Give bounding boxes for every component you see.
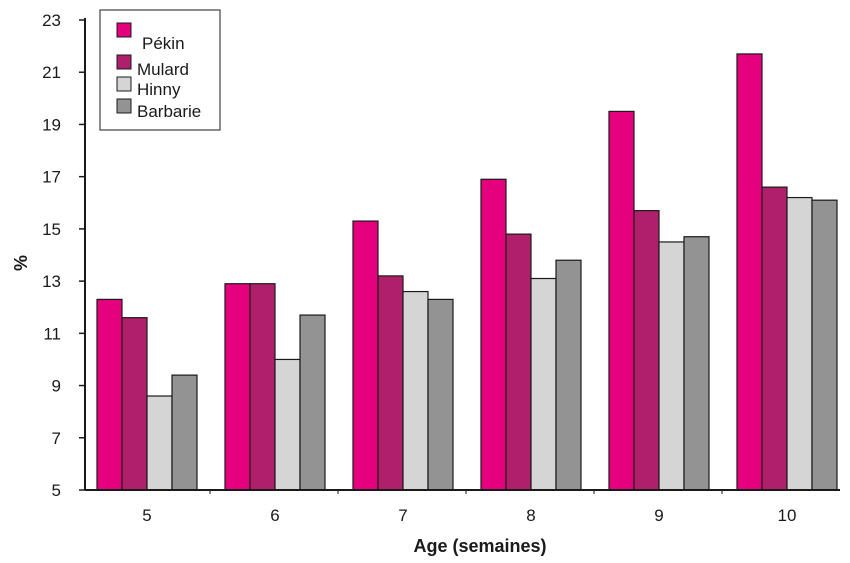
y-tick-label: 19 bbox=[42, 115, 61, 134]
bar-hinny-5 bbox=[146, 395, 173, 491]
bar-pékin-7 bbox=[352, 220, 379, 491]
legend-swatch-pékin bbox=[116, 22, 132, 38]
bar-mulard-6 bbox=[249, 283, 276, 491]
legend-swatch-hinny bbox=[116, 76, 132, 92]
bar-barbarie-6 bbox=[299, 314, 326, 491]
y-tick-label: 9 bbox=[52, 377, 61, 396]
x-tick-label: 5 bbox=[142, 506, 151, 525]
bar-mulard-10 bbox=[761, 186, 788, 491]
legend-swatch-mulard bbox=[116, 54, 132, 70]
axes bbox=[84, 18, 840, 491]
bar-hinny-7 bbox=[402, 290, 429, 491]
legend-label-hinny: Hinny bbox=[137, 80, 181, 99]
legend-label-mulard: Mulard bbox=[137, 60, 189, 79]
y-tick-label: 23 bbox=[42, 11, 61, 30]
x-tick-label: 10 bbox=[778, 506, 797, 525]
bar-pékin-6 bbox=[224, 283, 251, 491]
y-axis-title: % bbox=[11, 255, 31, 271]
bar-hinny-10 bbox=[786, 196, 813, 491]
bar-hinny-9 bbox=[658, 241, 685, 491]
x-ticks: 5 6 7 8 9 10 bbox=[142, 490, 796, 525]
bar-barbarie-10 bbox=[811, 199, 838, 491]
y-tick-label: 21 bbox=[42, 63, 61, 82]
y-tick-label: 11 bbox=[43, 324, 61, 343]
x-tick-label: 9 bbox=[654, 506, 663, 525]
x-tick-label: 8 bbox=[526, 506, 535, 525]
y-ticks: 5 7 9 11 13 15 17 19 21 23 bbox=[42, 11, 85, 500]
legend-swatch-barbarie bbox=[116, 98, 132, 114]
y-tick-label: 13 bbox=[42, 272, 61, 291]
y-tick-label: 17 bbox=[42, 168, 61, 187]
y-tick-label: 5 bbox=[52, 481, 61, 500]
y-tick-label: 7 bbox=[52, 429, 61, 448]
bar-pékin-8 bbox=[480, 178, 507, 491]
bar-mulard-5 bbox=[121, 317, 148, 491]
plot-area bbox=[96, 53, 838, 491]
bar-hinny-8 bbox=[530, 277, 557, 491]
bar-barbarie-9 bbox=[683, 236, 710, 491]
y-tick-label: 15 bbox=[42, 220, 61, 239]
bar-pékin-5 bbox=[96, 298, 123, 491]
bar-barbarie-8 bbox=[555, 259, 582, 491]
bar-pékin-9 bbox=[608, 110, 635, 491]
bar-hinny-6 bbox=[274, 358, 301, 491]
bar-mulard-7 bbox=[377, 275, 404, 491]
bar-pékin-10 bbox=[736, 53, 763, 491]
legend-label-pékin: Pékin bbox=[142, 34, 185, 53]
bar-mulard-9 bbox=[633, 210, 660, 491]
bar-barbarie-5 bbox=[171, 374, 198, 491]
bar-barbarie-7 bbox=[427, 298, 454, 491]
x-tick-label: 7 bbox=[398, 506, 407, 525]
x-axis-title: Age (semaines) bbox=[413, 536, 546, 556]
x-tick-label: 6 bbox=[270, 506, 279, 525]
legend-label-barbarie: Barbarie bbox=[137, 102, 201, 121]
bar-mulard-8 bbox=[505, 233, 532, 491]
